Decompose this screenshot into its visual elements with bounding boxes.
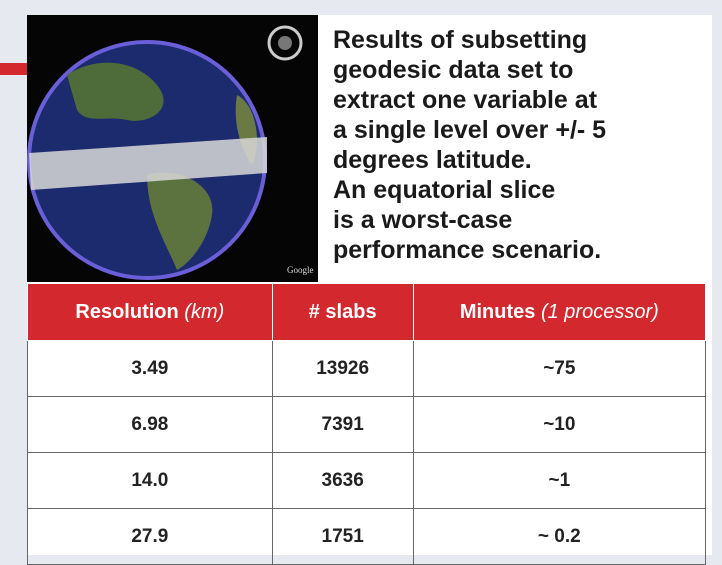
description-line: is a worst-case <box>333 205 708 235</box>
page: Google Results of subsettinggeodesic dat… <box>0 0 722 560</box>
table-cell: 3.49 <box>28 341 273 397</box>
header-unit: (1 processor) <box>541 301 659 323</box>
table-cell: 27.9 <box>28 509 273 565</box>
header-text: Minutes <box>460 301 536 323</box>
watermark: Google <box>287 265 314 275</box>
description-line: extract one variable at <box>333 85 708 115</box>
description-line: geodesic data set to <box>333 55 708 85</box>
header-cell: Resolution (km) <box>28 284 273 341</box>
table-cell: 1751 <box>272 509 413 565</box>
header-text: # slabs <box>309 301 377 323</box>
table-cell: 6.98 <box>28 397 273 453</box>
header-cell: # slabs <box>272 284 413 341</box>
table-cell: ~75 <box>413 341 705 397</box>
description-line: a single level over +/- 5 <box>333 115 708 145</box>
header-unit: (km) <box>184 301 224 323</box>
accent-strip <box>0 63 27 75</box>
description-line: performance scenario. <box>333 235 708 265</box>
table-cell: 7391 <box>272 397 413 453</box>
description-line: degrees latitude. <box>333 145 708 175</box>
results-table: Resolution (km) # slabs Minutes (1 process… <box>27 283 706 565</box>
header-cell: Minutes (1 processor) <box>413 284 705 341</box>
description-line: An equatorial slice <box>333 175 708 205</box>
table-cell: 14.0 <box>28 453 273 509</box>
table-cell: ~1 <box>413 453 705 509</box>
table-cell: 3636 <box>272 453 413 509</box>
table-cell: 13926 <box>272 341 413 397</box>
description-line: Results of subsetting <box>333 25 708 55</box>
globe-image: Google <box>27 15 318 282</box>
header-row: Resolution (km) # slabs Minutes (1 process… <box>28 284 706 341</box>
header-text: Resolution <box>75 301 178 323</box>
table-cell: ~10 <box>413 397 705 453</box>
table-cell: ~ 0.2 <box>413 509 705 565</box>
